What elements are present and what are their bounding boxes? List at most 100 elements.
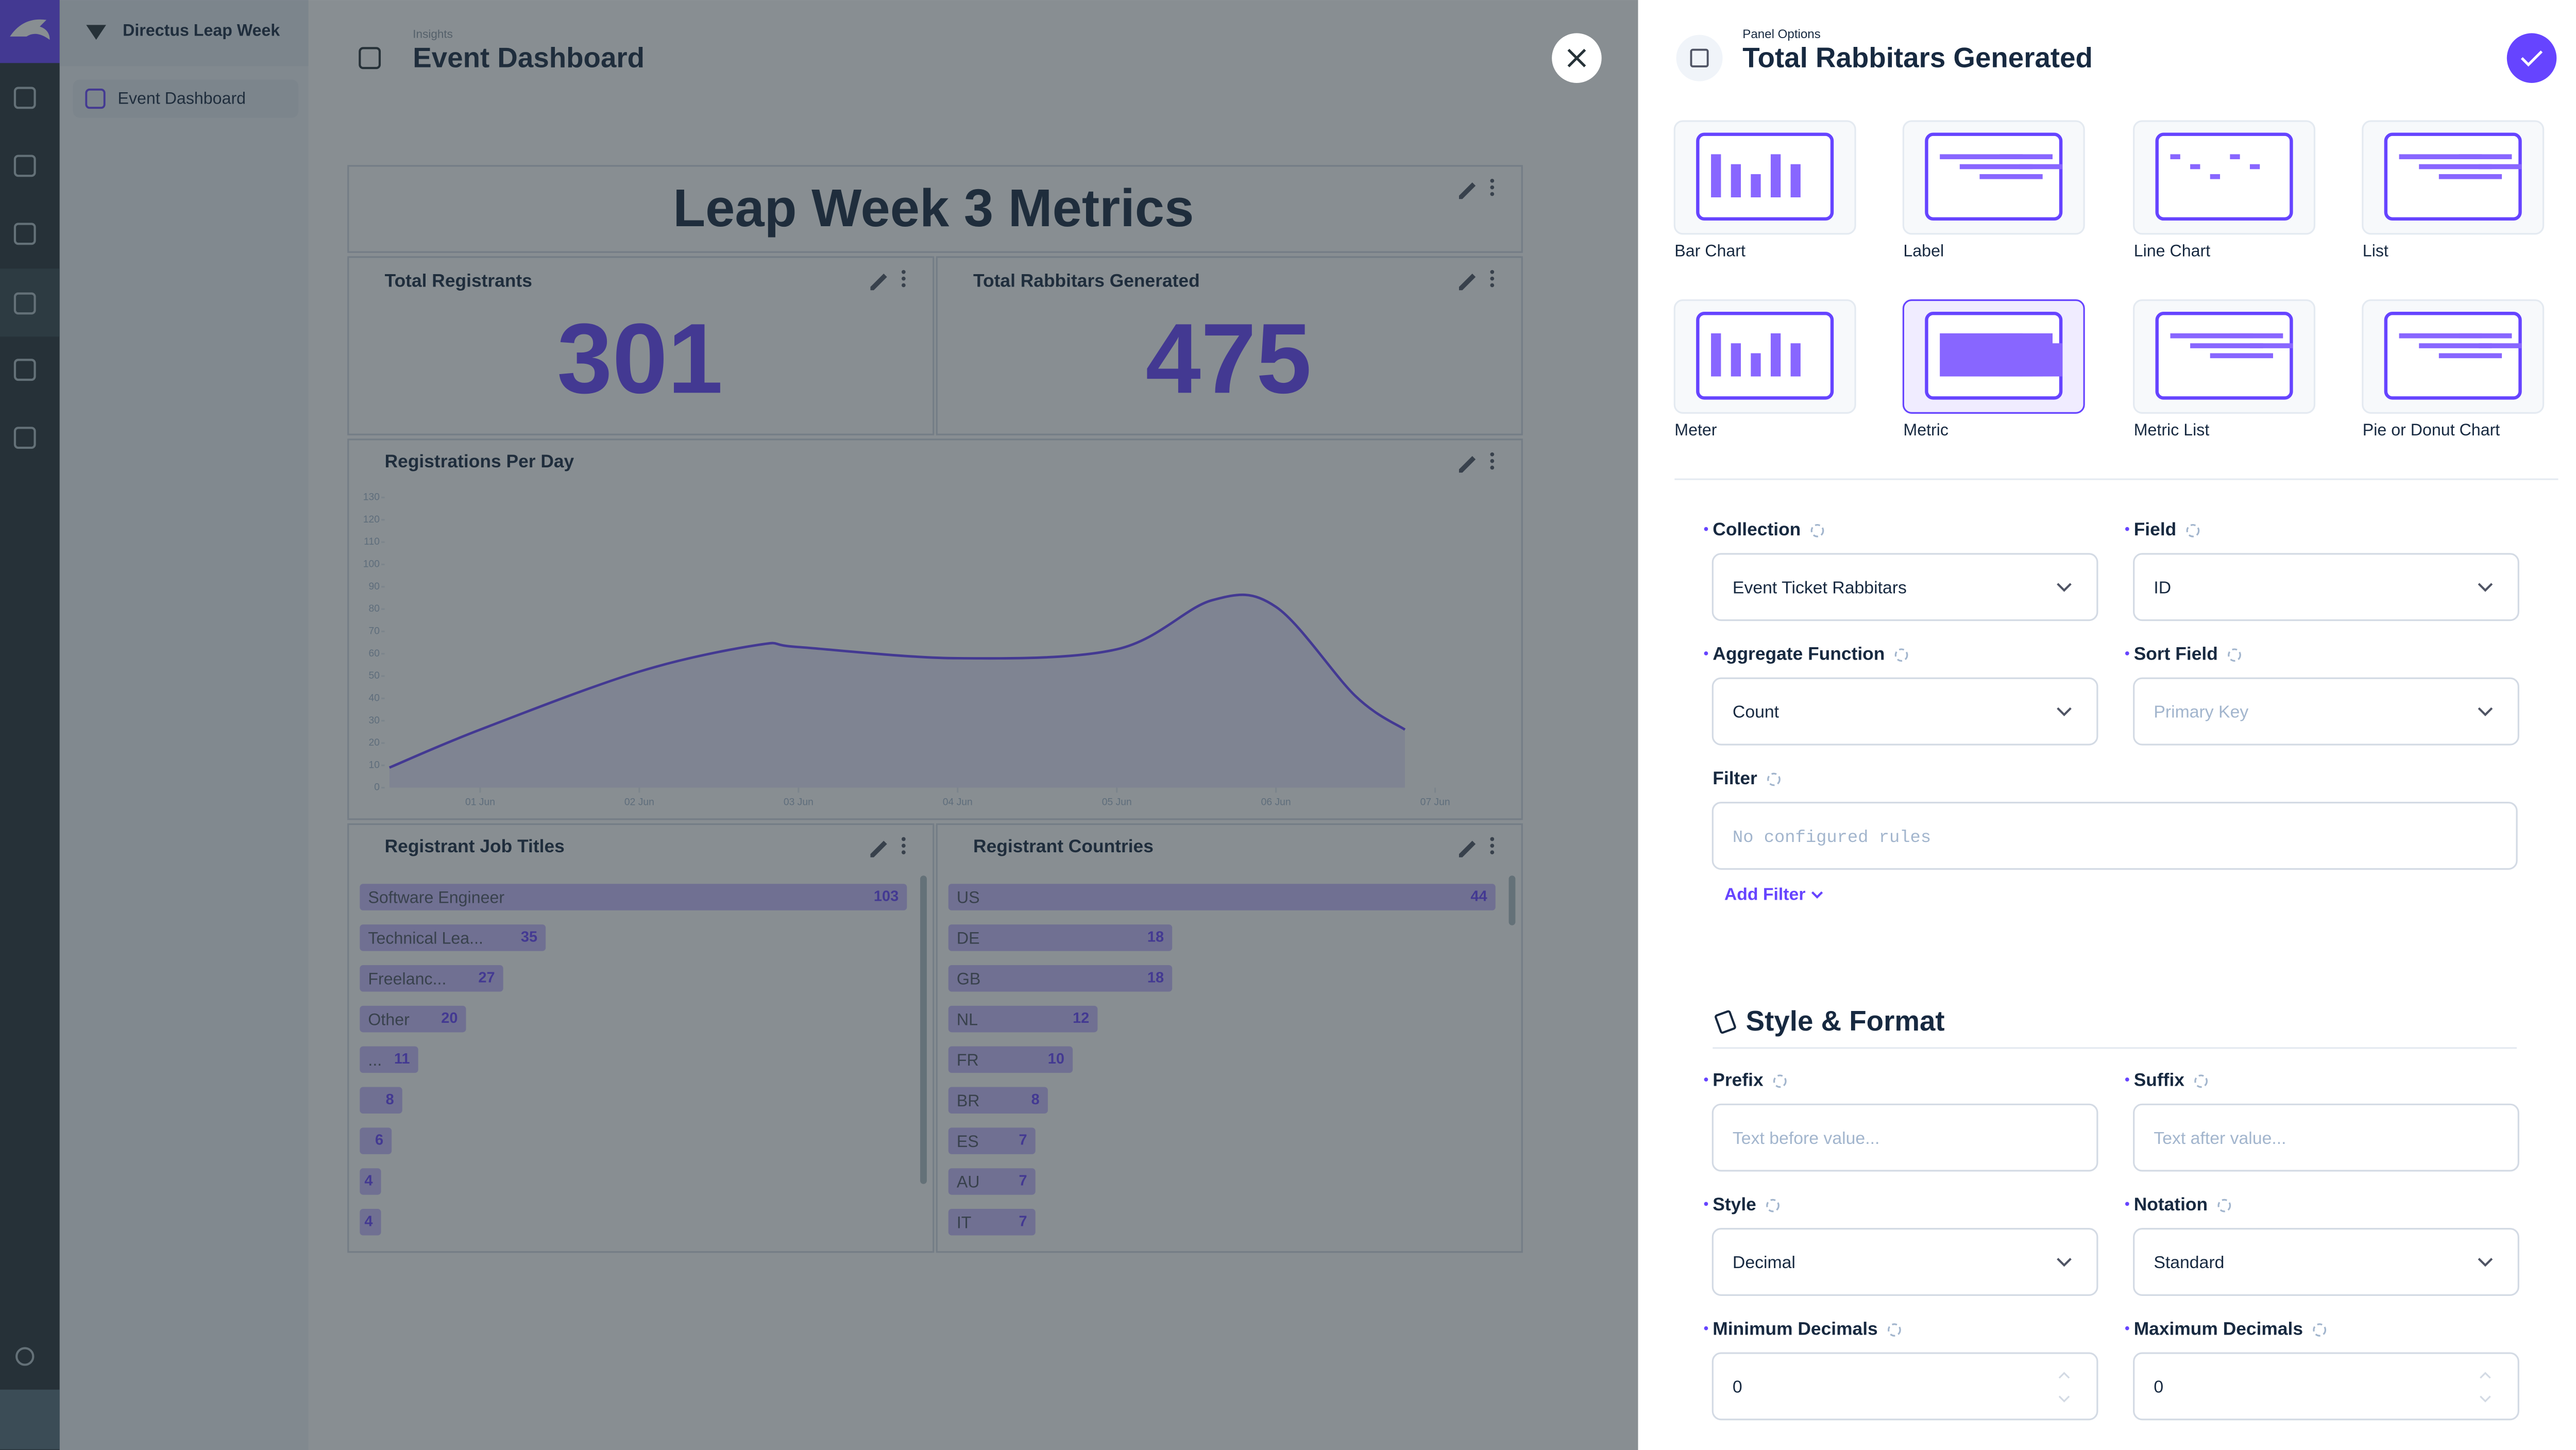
required-dot bbox=[1704, 1326, 1708, 1330]
required-dot bbox=[2125, 1202, 2129, 1206]
spinner bbox=[2480, 1372, 2491, 1403]
icon-stroke bbox=[2249, 164, 2260, 170]
input-value: Decimal bbox=[1733, 1253, 1795, 1272]
required-dot bbox=[2125, 1326, 2129, 1330]
icon-stroke bbox=[1770, 333, 1781, 377]
input-placeholder: Text before value... bbox=[1733, 1128, 1879, 1148]
icon-stroke bbox=[2419, 164, 2492, 170]
icon-stroke bbox=[1751, 174, 1761, 197]
input-value: Count bbox=[1733, 702, 1780, 722]
field-label: Filter bbox=[1713, 768, 1757, 788]
field-info bbox=[2313, 1323, 2327, 1337]
input-value: 0 bbox=[2154, 1377, 2163, 1397]
icon-stroke bbox=[2479, 164, 2522, 170]
add-filter[interactable]: Add Filter bbox=[1724, 885, 1806, 904]
icon-stroke bbox=[1940, 154, 2023, 159]
input[interactable] bbox=[1711, 677, 2098, 746]
chevron bbox=[2057, 707, 2072, 717]
panel-type-label: Pie or Donut Chart bbox=[2363, 420, 2500, 439]
panel-type-label: Bar Chart bbox=[1674, 242, 1745, 260]
field-info bbox=[2217, 1199, 2231, 1212]
icon-stroke bbox=[2230, 333, 2283, 339]
input[interactable] bbox=[2133, 1103, 2519, 1172]
icon-stroke bbox=[2399, 154, 2482, 159]
spinner bbox=[2058, 1372, 2070, 1403]
icon-stroke bbox=[2459, 154, 2512, 159]
section-icon bbox=[1715, 1010, 1736, 1034]
panel-type-icon bbox=[2155, 132, 2293, 221]
icon-stroke bbox=[1959, 164, 2033, 170]
field-label: Prefix bbox=[1713, 1070, 1764, 1090]
icon-stroke bbox=[2419, 343, 2492, 348]
field-label: Maximum Decimals bbox=[2134, 1319, 2303, 1339]
section-title: Style & Format bbox=[1746, 1005, 1945, 1037]
input[interactable] bbox=[1711, 1228, 2098, 1296]
input[interactable] bbox=[2133, 677, 2519, 746]
panel-type-label: Line Chart bbox=[2134, 242, 2210, 260]
icon-stroke bbox=[1731, 343, 1741, 377]
field-info bbox=[1767, 772, 1781, 786]
field-label: Minimum Decimals bbox=[1713, 1319, 1877, 1339]
chevron bbox=[2057, 1258, 2072, 1267]
icon-stroke bbox=[2170, 154, 2180, 159]
modal-overlay[interactable] bbox=[0, 0, 1638, 1450]
check-icon bbox=[2520, 50, 2543, 67]
field-label: Suffix bbox=[2134, 1070, 2185, 1090]
icon-stroke bbox=[1999, 154, 2053, 159]
input[interactable] bbox=[1711, 1103, 2098, 1172]
input[interactable] bbox=[2133, 1228, 2519, 1296]
icon-stroke bbox=[1790, 343, 1801, 377]
field-label: Sort Field bbox=[2134, 644, 2218, 664]
required-dot bbox=[1704, 1202, 1708, 1206]
required-dot bbox=[2125, 651, 2129, 655]
icon-stroke bbox=[1711, 333, 1721, 377]
field-label: Notation bbox=[2134, 1194, 2208, 1215]
input[interactable] bbox=[2133, 1352, 2519, 1421]
save-button[interactable] bbox=[2506, 33, 2557, 83]
field-info bbox=[2228, 648, 2241, 662]
input-value: Event Ticket Rabbitars bbox=[1733, 578, 1907, 597]
input-placeholder: No configured rules bbox=[1733, 828, 1931, 848]
chevron bbox=[2057, 583, 2072, 592]
icon-stroke bbox=[1979, 174, 2043, 179]
icon-stroke bbox=[2190, 164, 2200, 170]
icon-stroke bbox=[2479, 343, 2522, 348]
icon-stroke bbox=[1711, 154, 1721, 197]
icon-stroke bbox=[2438, 353, 2502, 359]
input[interactable] bbox=[2133, 553, 2519, 621]
input-placeholder: Primary Key bbox=[2154, 702, 2248, 722]
icon-stroke bbox=[2019, 343, 2063, 377]
input-value: Standard bbox=[2154, 1253, 2224, 1272]
icon-stroke bbox=[1790, 164, 1801, 197]
panel-type-label: List bbox=[2363, 242, 2388, 260]
drawer-icon bbox=[1690, 48, 1709, 68]
required-dot bbox=[2125, 527, 2129, 531]
required-dot bbox=[1704, 651, 1708, 655]
field-info bbox=[2194, 1074, 2208, 1088]
icon-stroke bbox=[1751, 353, 1761, 377]
drawer-subtitle: Panel Options bbox=[1742, 27, 1821, 41]
drawer-title: Total Rabbitars Generated bbox=[1742, 41, 2093, 73]
panel-type-icon bbox=[1696, 312, 1834, 400]
field-info bbox=[1810, 524, 1824, 537]
chevron bbox=[2478, 583, 2493, 592]
input[interactable] bbox=[1711, 801, 2518, 870]
icon-stroke bbox=[2210, 353, 2274, 359]
drawer-icon-bg bbox=[1676, 35, 1723, 81]
icon-stroke bbox=[2459, 333, 2512, 339]
icon-stroke bbox=[2210, 174, 2221, 179]
input[interactable] bbox=[1711, 1352, 2098, 1421]
input-placeholder: Text after value... bbox=[2154, 1128, 2286, 1148]
required-dot bbox=[1704, 1077, 1708, 1082]
input[interactable] bbox=[1711, 553, 2098, 621]
icon-stroke bbox=[2399, 333, 2482, 339]
required-dot bbox=[2125, 1077, 2129, 1082]
field-label: Field bbox=[2134, 519, 2177, 539]
icon-stroke bbox=[2190, 343, 2263, 348]
field-info bbox=[1766, 1199, 1780, 1212]
icon-stroke bbox=[2230, 154, 2240, 159]
chevron bbox=[2478, 1258, 2493, 1267]
icon-stroke bbox=[2019, 164, 2063, 170]
